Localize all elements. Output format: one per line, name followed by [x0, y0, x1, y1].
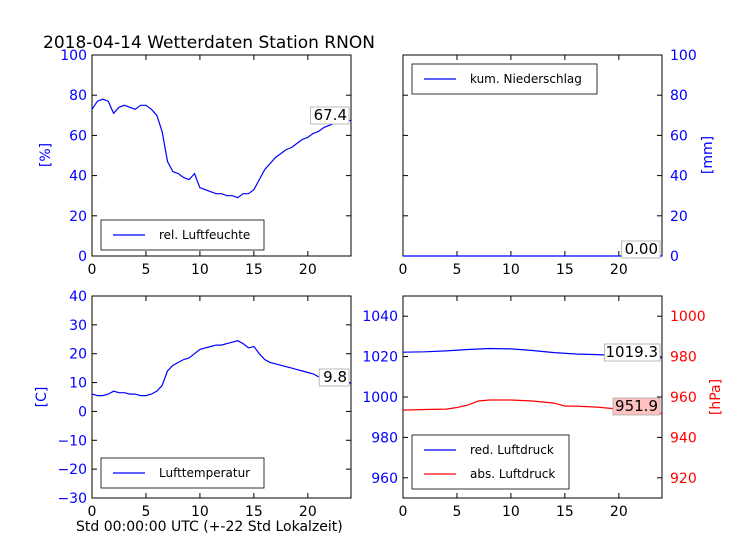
pressure-red-last-value-box	[604, 343, 661, 362]
humidity-ytick-label: 100	[60, 48, 87, 64]
precipitation-last-value: 0.00	[625, 240, 658, 258]
figure-title: 2018-04-14 Wetterdaten Station RNON	[43, 33, 375, 53]
pressure-abs-last-value: 951.9	[615, 397, 658, 415]
pressure-right-ytick-label: 920	[670, 471, 697, 487]
precipitation-legend-entry: kum. Niederschlag	[470, 72, 582, 86]
humidity-panel: [%] 0 5 10 15 20 0 20 40 60 80 100 67.4 rel. Luftfeu…	[38, 48, 352, 278]
pressure-xtick-label: 5	[452, 504, 461, 520]
pressure-right-ytick-label: 980	[670, 350, 697, 366]
temperature-ytick-label: −20	[57, 462, 87, 478]
humidity-frame	[91, 54, 352, 257]
pressure-legend-entry: abs. Luftdruck	[470, 467, 555, 481]
pressure-legend-entry: red. Luftdruck	[470, 443, 554, 457]
pressure-right-ytick-label: 940	[670, 430, 697, 446]
precipitation-xtick-label: 20	[610, 262, 628, 278]
figure-xlabel: Std 00:00:00 UTC (+-22 Std Lokalzeit)	[76, 519, 343, 535]
precipitation-xtick-label: 0	[399, 262, 408, 278]
precipitation-ytick-label: 80	[670, 88, 688, 104]
pressure-left-ytick-label: 1040	[362, 309, 398, 325]
pressure-left-ytick-label: 980	[371, 430, 398, 446]
precipitation-ylabel: [mm]	[700, 136, 716, 174]
precipitation-panel: [mm] 0 5 10 15 20 0 20 40 60 80 100 0.00 kum. Nieder…	[399, 48, 716, 278]
pressure-left-ytick-label: 1000	[362, 390, 398, 406]
humidity-ytick-label: 20	[69, 209, 87, 225]
humidity-legend-entry: rel. Luftfeuchte	[159, 228, 250, 242]
temperature-ytick-label: −30	[57, 491, 87, 507]
pressure-xtick-label: 10	[502, 504, 520, 520]
temperature-ylabel: [C]	[34, 387, 50, 408]
precipitation-ytick-label: 20	[670, 209, 688, 225]
temperature-xtick-label: 0	[88, 504, 97, 520]
pressure-abs-luftdruck-series-line	[402, 399, 663, 414]
temperature-panel: [C] 0 5 10 15 20 −30 −20 −10 0 10 20 30 40 9.8 Lufttem…	[34, 289, 352, 520]
temperature-xtick-label: 15	[245, 504, 263, 520]
pressure-xtick-label: 20	[610, 504, 628, 520]
temperature-ytick-label: 10	[69, 376, 87, 392]
humidity-ylabel: [%]	[38, 143, 54, 167]
humidity-ytick-label: 80	[69, 88, 87, 104]
humidity-series-line	[91, 98, 351, 199]
pressure-left-ytick-label: 1020	[362, 350, 398, 366]
precipitation-last-value-box	[621, 240, 661, 259]
precipitation-ytick-label: 0	[670, 249, 679, 265]
pressure-legend-box	[411, 434, 570, 490]
precipitation-xtick-label: 10	[502, 262, 520, 278]
pressure-ylabel: [hPa]	[708, 379, 724, 415]
pressure-red-last-value: 1019.3	[606, 343, 659, 361]
temperature-ytick-label: −10	[57, 433, 87, 449]
pressure-right-ytick-label: 960	[670, 390, 697, 406]
precipitation-xtick-label: 15	[556, 262, 574, 278]
temperature-xtick-label: 5	[141, 504, 150, 520]
temperature-last-value: 9.8	[323, 368, 347, 386]
humidity-last-value-box	[310, 106, 350, 125]
pressure-left-ytick-label: 960	[371, 471, 398, 487]
humidity-ytick-label: 60	[69, 128, 87, 144]
humidity-xtick-label: 10	[191, 262, 209, 278]
humidity-ytick-label: 40	[69, 169, 87, 185]
temperature-frame	[91, 295, 352, 499]
temperature-ytick-label: 20	[69, 347, 87, 363]
precipitation-xtick-label: 5	[452, 262, 461, 278]
pressure-right-ytick-label: 1000	[670, 309, 706, 325]
temperature-series-line	[91, 340, 351, 397]
precipitation-ytick-label: 60	[670, 128, 688, 144]
humidity-last-value: 67.4	[314, 106, 347, 124]
pressure-xtick-label: 0	[399, 504, 408, 520]
pressure-xtick-label: 15	[556, 504, 574, 520]
humidity-xtick-label: 5	[141, 262, 150, 278]
temperature-last-value-box	[318, 368, 350, 387]
temperature-ytick-label: 30	[69, 318, 87, 334]
humidity-ytick-label: 0	[78, 249, 87, 265]
temperature-ytick-label: 40	[69, 289, 87, 305]
temperature-legend-entry: Lufttemperatur	[159, 466, 250, 480]
temperature-ytick-label: 0	[78, 404, 87, 420]
temperature-xtick-label: 20	[299, 504, 317, 520]
precipitation-ytick-label: 40	[670, 169, 688, 185]
pressure-abs-last-value-box	[612, 397, 661, 416]
precipitation-ytick-label: 100	[670, 48, 697, 64]
pressure-panel: [hPa] 0 5 10 15 20 960 980 1000 1020 1040 920 940 96…	[362, 295, 724, 520]
temperature-xtick-label: 10	[191, 504, 209, 520]
humidity-xtick-label: 15	[245, 262, 263, 278]
humidity-xtick-label: 0	[88, 262, 97, 278]
humidity-xtick-label: 20	[299, 262, 317, 278]
humidity-legend-box	[100, 219, 265, 251]
